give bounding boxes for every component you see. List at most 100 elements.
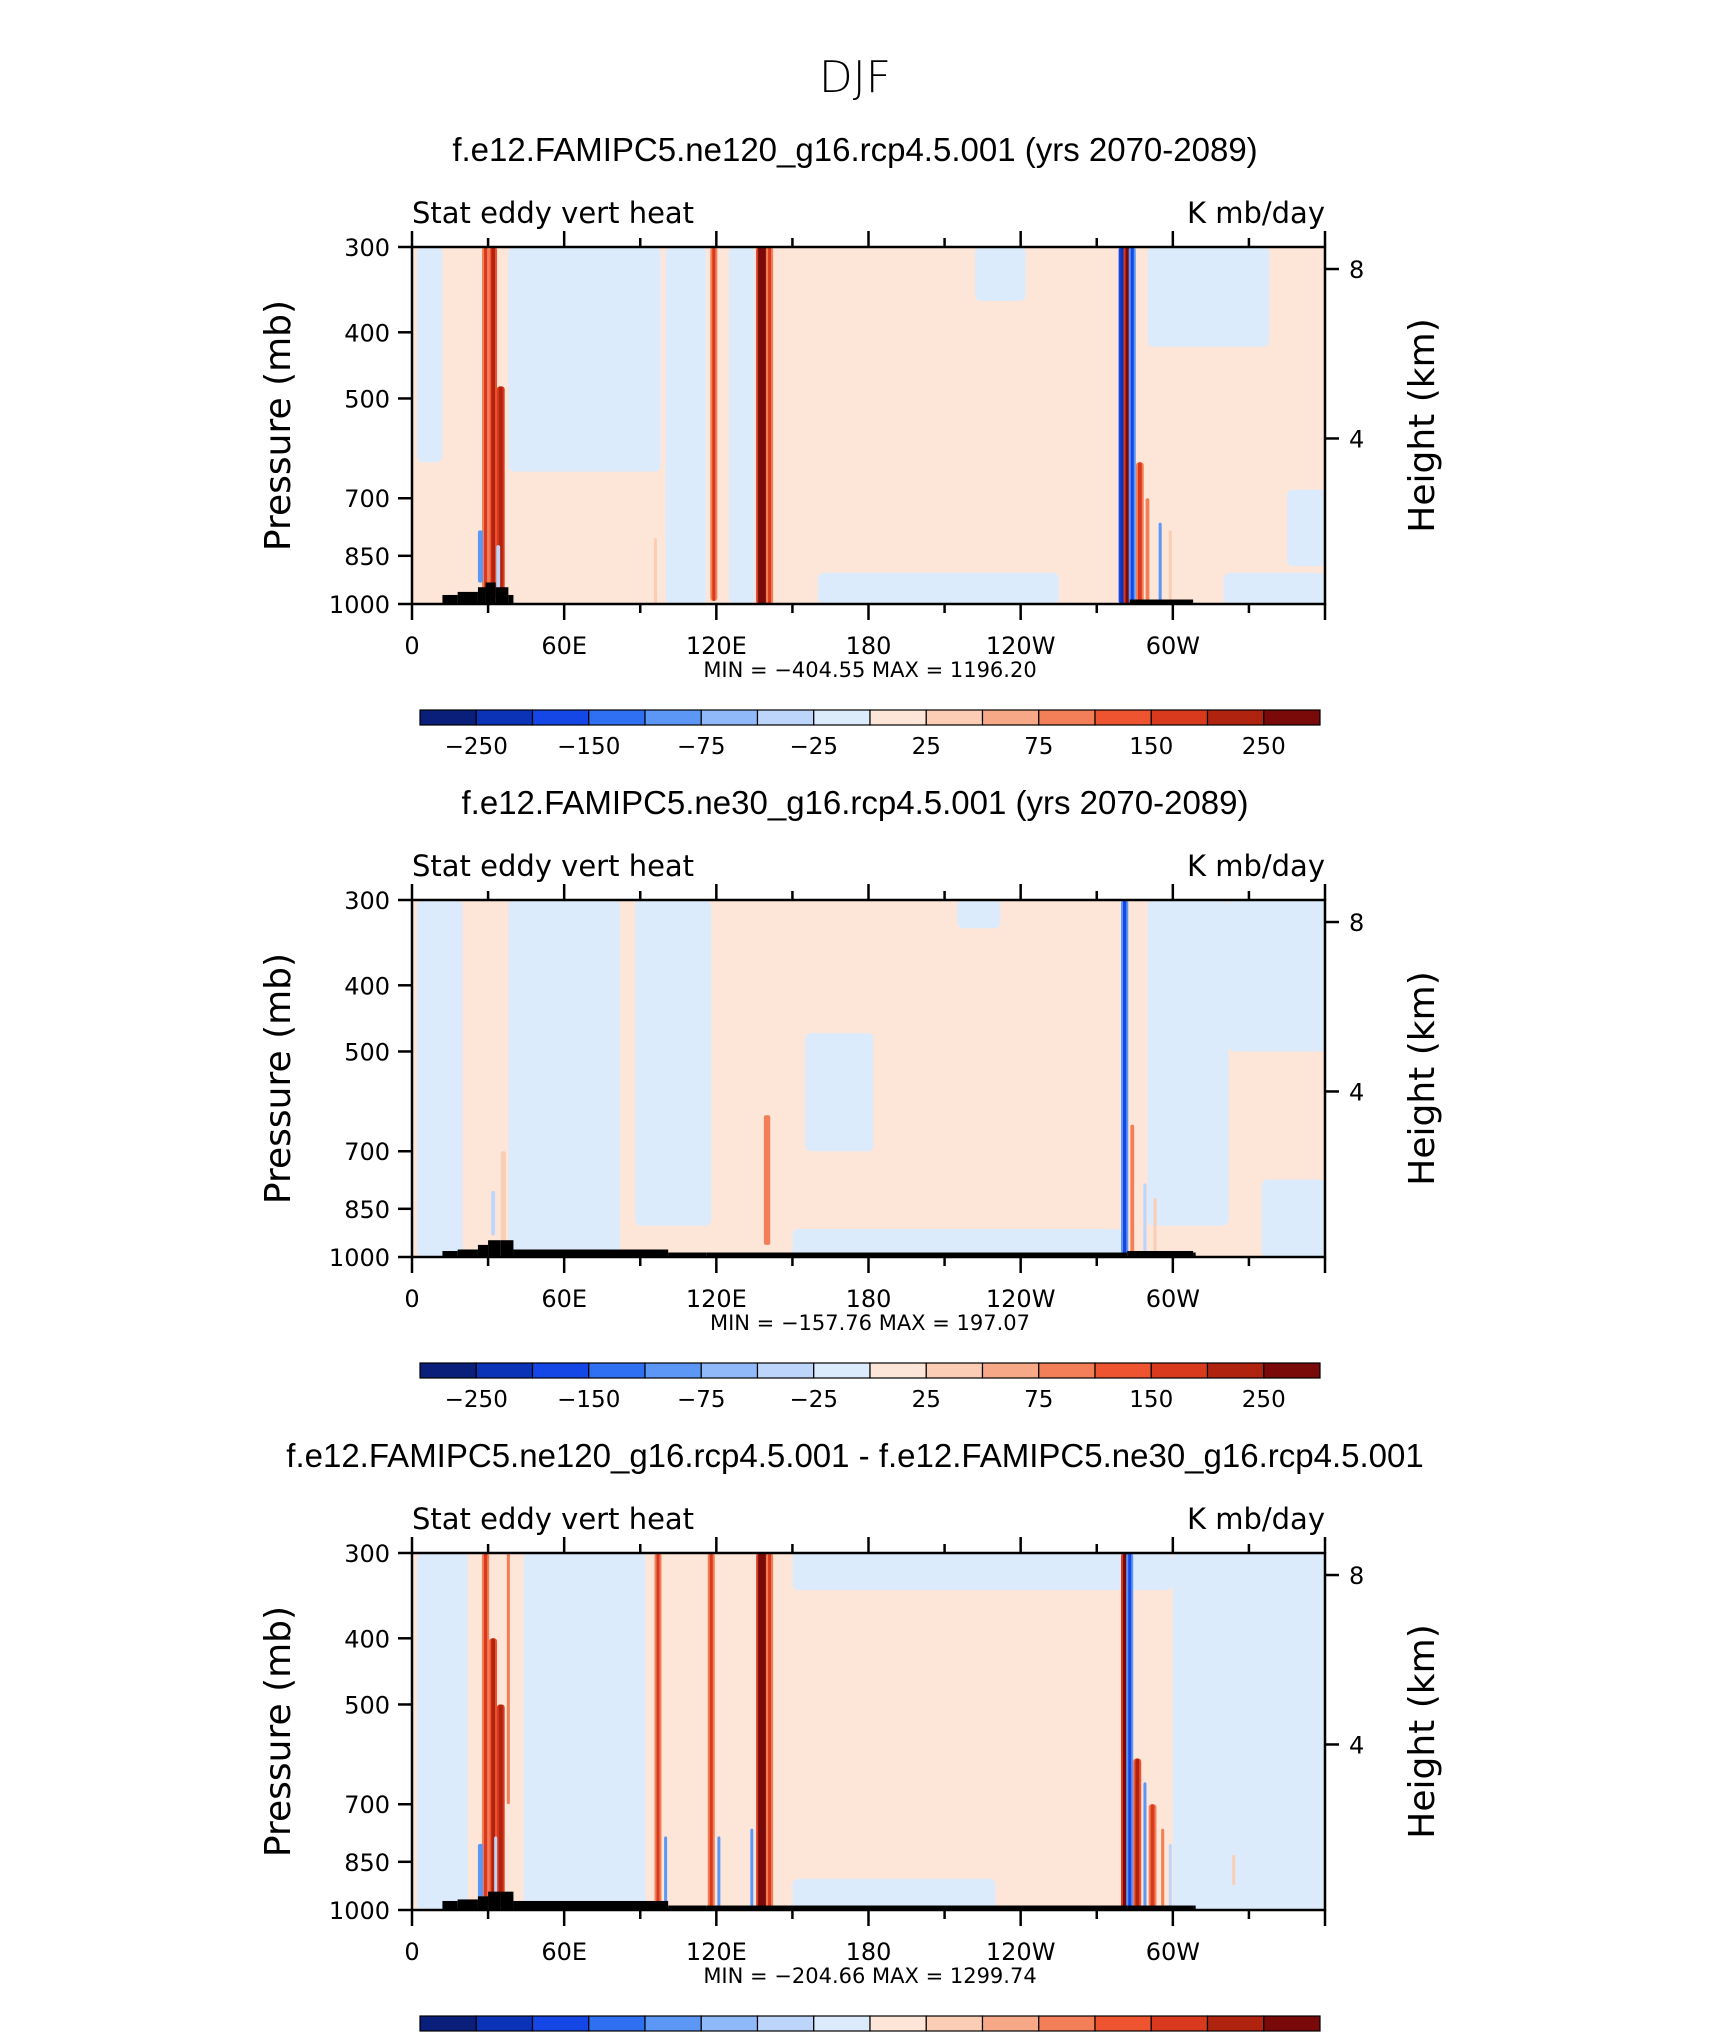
panel-title: f.e12.FAMIPC5.ne120_g16.rcp4.5.001 - f.e… bbox=[286, 1437, 1423, 1474]
y2-tick-label: 8 bbox=[1349, 909, 1364, 937]
contour-streak bbox=[758, 1553, 766, 1910]
contour-region bbox=[792, 1878, 996, 1910]
topography-mask bbox=[485, 582, 496, 604]
contour-streak bbox=[1128, 1553, 1132, 1910]
panels: 300 400 500 700 850 1000 8 4 0 60E 120E 180 120W 60W f… bbox=[258, 131, 1443, 2032]
contour-streak bbox=[1232, 1854, 1236, 1886]
x-tick-label: 180 bbox=[846, 632, 892, 660]
contour-streak bbox=[712, 247, 716, 602]
contour-streak bbox=[1137, 462, 1142, 604]
contour-region bbox=[729, 247, 755, 604]
contour-streak bbox=[709, 1553, 713, 1910]
variable-label: Stat eddy vert heat bbox=[412, 1502, 694, 1536]
contour-streak bbox=[1161, 1828, 1165, 1908]
y-tick-label: 1000 bbox=[329, 1897, 390, 1925]
x-tick-label: 120E bbox=[686, 632, 747, 660]
y-tick-label: 500 bbox=[344, 1038, 390, 1066]
x-tick-label: 60E bbox=[541, 1285, 587, 1313]
contour-streak bbox=[496, 545, 501, 589]
y-tick-label: 300 bbox=[344, 887, 390, 915]
contour-streak bbox=[1120, 247, 1124, 604]
topography-mask bbox=[500, 1891, 514, 1910]
y-tick-label: 700 bbox=[344, 485, 390, 513]
contour-region bbox=[1261, 1179, 1325, 1257]
x-tick-label: 60W bbox=[1146, 1938, 1200, 1966]
contour-streak bbox=[491, 1638, 496, 1908]
contour-streak bbox=[1145, 498, 1150, 604]
colorbar-swatch bbox=[756, 1362, 815, 1379]
colorbar-swatch bbox=[925, 2015, 984, 2032]
y-tick-label: 400 bbox=[344, 1625, 390, 1653]
contour-streak bbox=[1158, 522, 1162, 602]
topography-mask bbox=[513, 1900, 669, 1910]
colorbar-swatch bbox=[813, 1362, 871, 1379]
contour-region bbox=[508, 247, 661, 472]
x-tick-label: 180 bbox=[846, 1938, 892, 1966]
contour-region bbox=[1228, 900, 1325, 1052]
topography-mask bbox=[1193, 1905, 1196, 1910]
x-tick-label: 120W bbox=[986, 1938, 1056, 1966]
panel-title: f.e12.FAMIPC5.ne120_g16.rcp4.5.001 (yrs … bbox=[452, 131, 1257, 168]
contour-streak bbox=[484, 247, 488, 592]
x-tick-label: 120W bbox=[986, 1285, 1056, 1313]
chart-panel-3: 300 400 500 700 850 1000 8 4 0 60E 120E 180 120W 60W f… bbox=[258, 1437, 1443, 2032]
colorbar-label: 250 bbox=[1242, 734, 1286, 760]
contour-streak bbox=[1168, 530, 1172, 602]
topography-mask bbox=[500, 1240, 514, 1257]
contour-region bbox=[1223, 572, 1325, 604]
units-label: K mb/day bbox=[1187, 849, 1325, 883]
topography-mask bbox=[1129, 599, 1189, 604]
colorbar-swatch bbox=[925, 709, 984, 726]
x-tick-label: 180 bbox=[846, 1285, 892, 1313]
y2-tick-label: 8 bbox=[1349, 1562, 1364, 1590]
contour-streak bbox=[1168, 1843, 1172, 1908]
topography-mask bbox=[488, 1891, 501, 1910]
colorbar-swatch bbox=[1206, 2015, 1265, 2032]
colorbar-label: 25 bbox=[912, 1387, 941, 1413]
colorbar-swatch bbox=[1206, 1362, 1265, 1379]
colorbar-label: −150 bbox=[557, 734, 620, 760]
colorbar-swatch bbox=[981, 709, 1040, 726]
y-tick-label: 850 bbox=[344, 543, 390, 571]
y-tick-label: 400 bbox=[344, 972, 390, 1000]
min-max-label: MIN = −404.55 MAX = 1196.20 bbox=[703, 658, 1036, 682]
y2-tick-label: 4 bbox=[1349, 1078, 1364, 1106]
y2-axis-label: Height (km) bbox=[1402, 1624, 1443, 1838]
y-tick-label: 850 bbox=[344, 1849, 390, 1877]
contour-streak bbox=[768, 247, 772, 604]
topography-mask bbox=[1188, 599, 1194, 604]
colorbar-swatch bbox=[869, 1362, 927, 1379]
colorbar-swatch bbox=[1263, 709, 1321, 726]
topography-mask bbox=[477, 587, 486, 604]
colorbar-swatch bbox=[531, 1362, 590, 1379]
x-tick-label: 60W bbox=[1146, 632, 1200, 660]
x-tick-label: 0 bbox=[404, 632, 419, 660]
plot-area bbox=[412, 900, 1325, 1257]
colorbar-swatch bbox=[419, 709, 477, 726]
colorbar-swatch bbox=[1094, 709, 1152, 726]
colorbar-label: 75 bbox=[1024, 734, 1053, 760]
contour-streak bbox=[1122, 1553, 1127, 1910]
contour-region bbox=[1147, 900, 1229, 1226]
contour-streak bbox=[750, 1828, 754, 1908]
colorbar-label: −25 bbox=[789, 1387, 838, 1413]
contour-streak bbox=[506, 1553, 510, 1805]
contour-region bbox=[417, 900, 463, 1257]
contour-streak bbox=[500, 1151, 506, 1252]
colorbar-label: −250 bbox=[445, 1387, 508, 1413]
contour-streak bbox=[491, 1190, 496, 1236]
y2-tick-label: 8 bbox=[1349, 256, 1364, 284]
plot-area bbox=[412, 1553, 1325, 1910]
topography-mask bbox=[668, 1252, 707, 1257]
colorbar-swatch bbox=[869, 2015, 927, 2032]
colorbar-label: 250 bbox=[1242, 1387, 1286, 1413]
variable-label: Stat eddy vert heat bbox=[412, 849, 694, 883]
topography-mask bbox=[488, 1240, 501, 1257]
y-tick-label: 700 bbox=[344, 1791, 390, 1819]
contour-region bbox=[1172, 1553, 1325, 1910]
colorbar-swatch bbox=[756, 2015, 815, 2032]
colorbar-swatch bbox=[1263, 1362, 1321, 1379]
contour-region bbox=[805, 1033, 874, 1152]
y-tick-label: 1000 bbox=[329, 591, 390, 619]
colorbar-swatch bbox=[813, 2015, 871, 2032]
